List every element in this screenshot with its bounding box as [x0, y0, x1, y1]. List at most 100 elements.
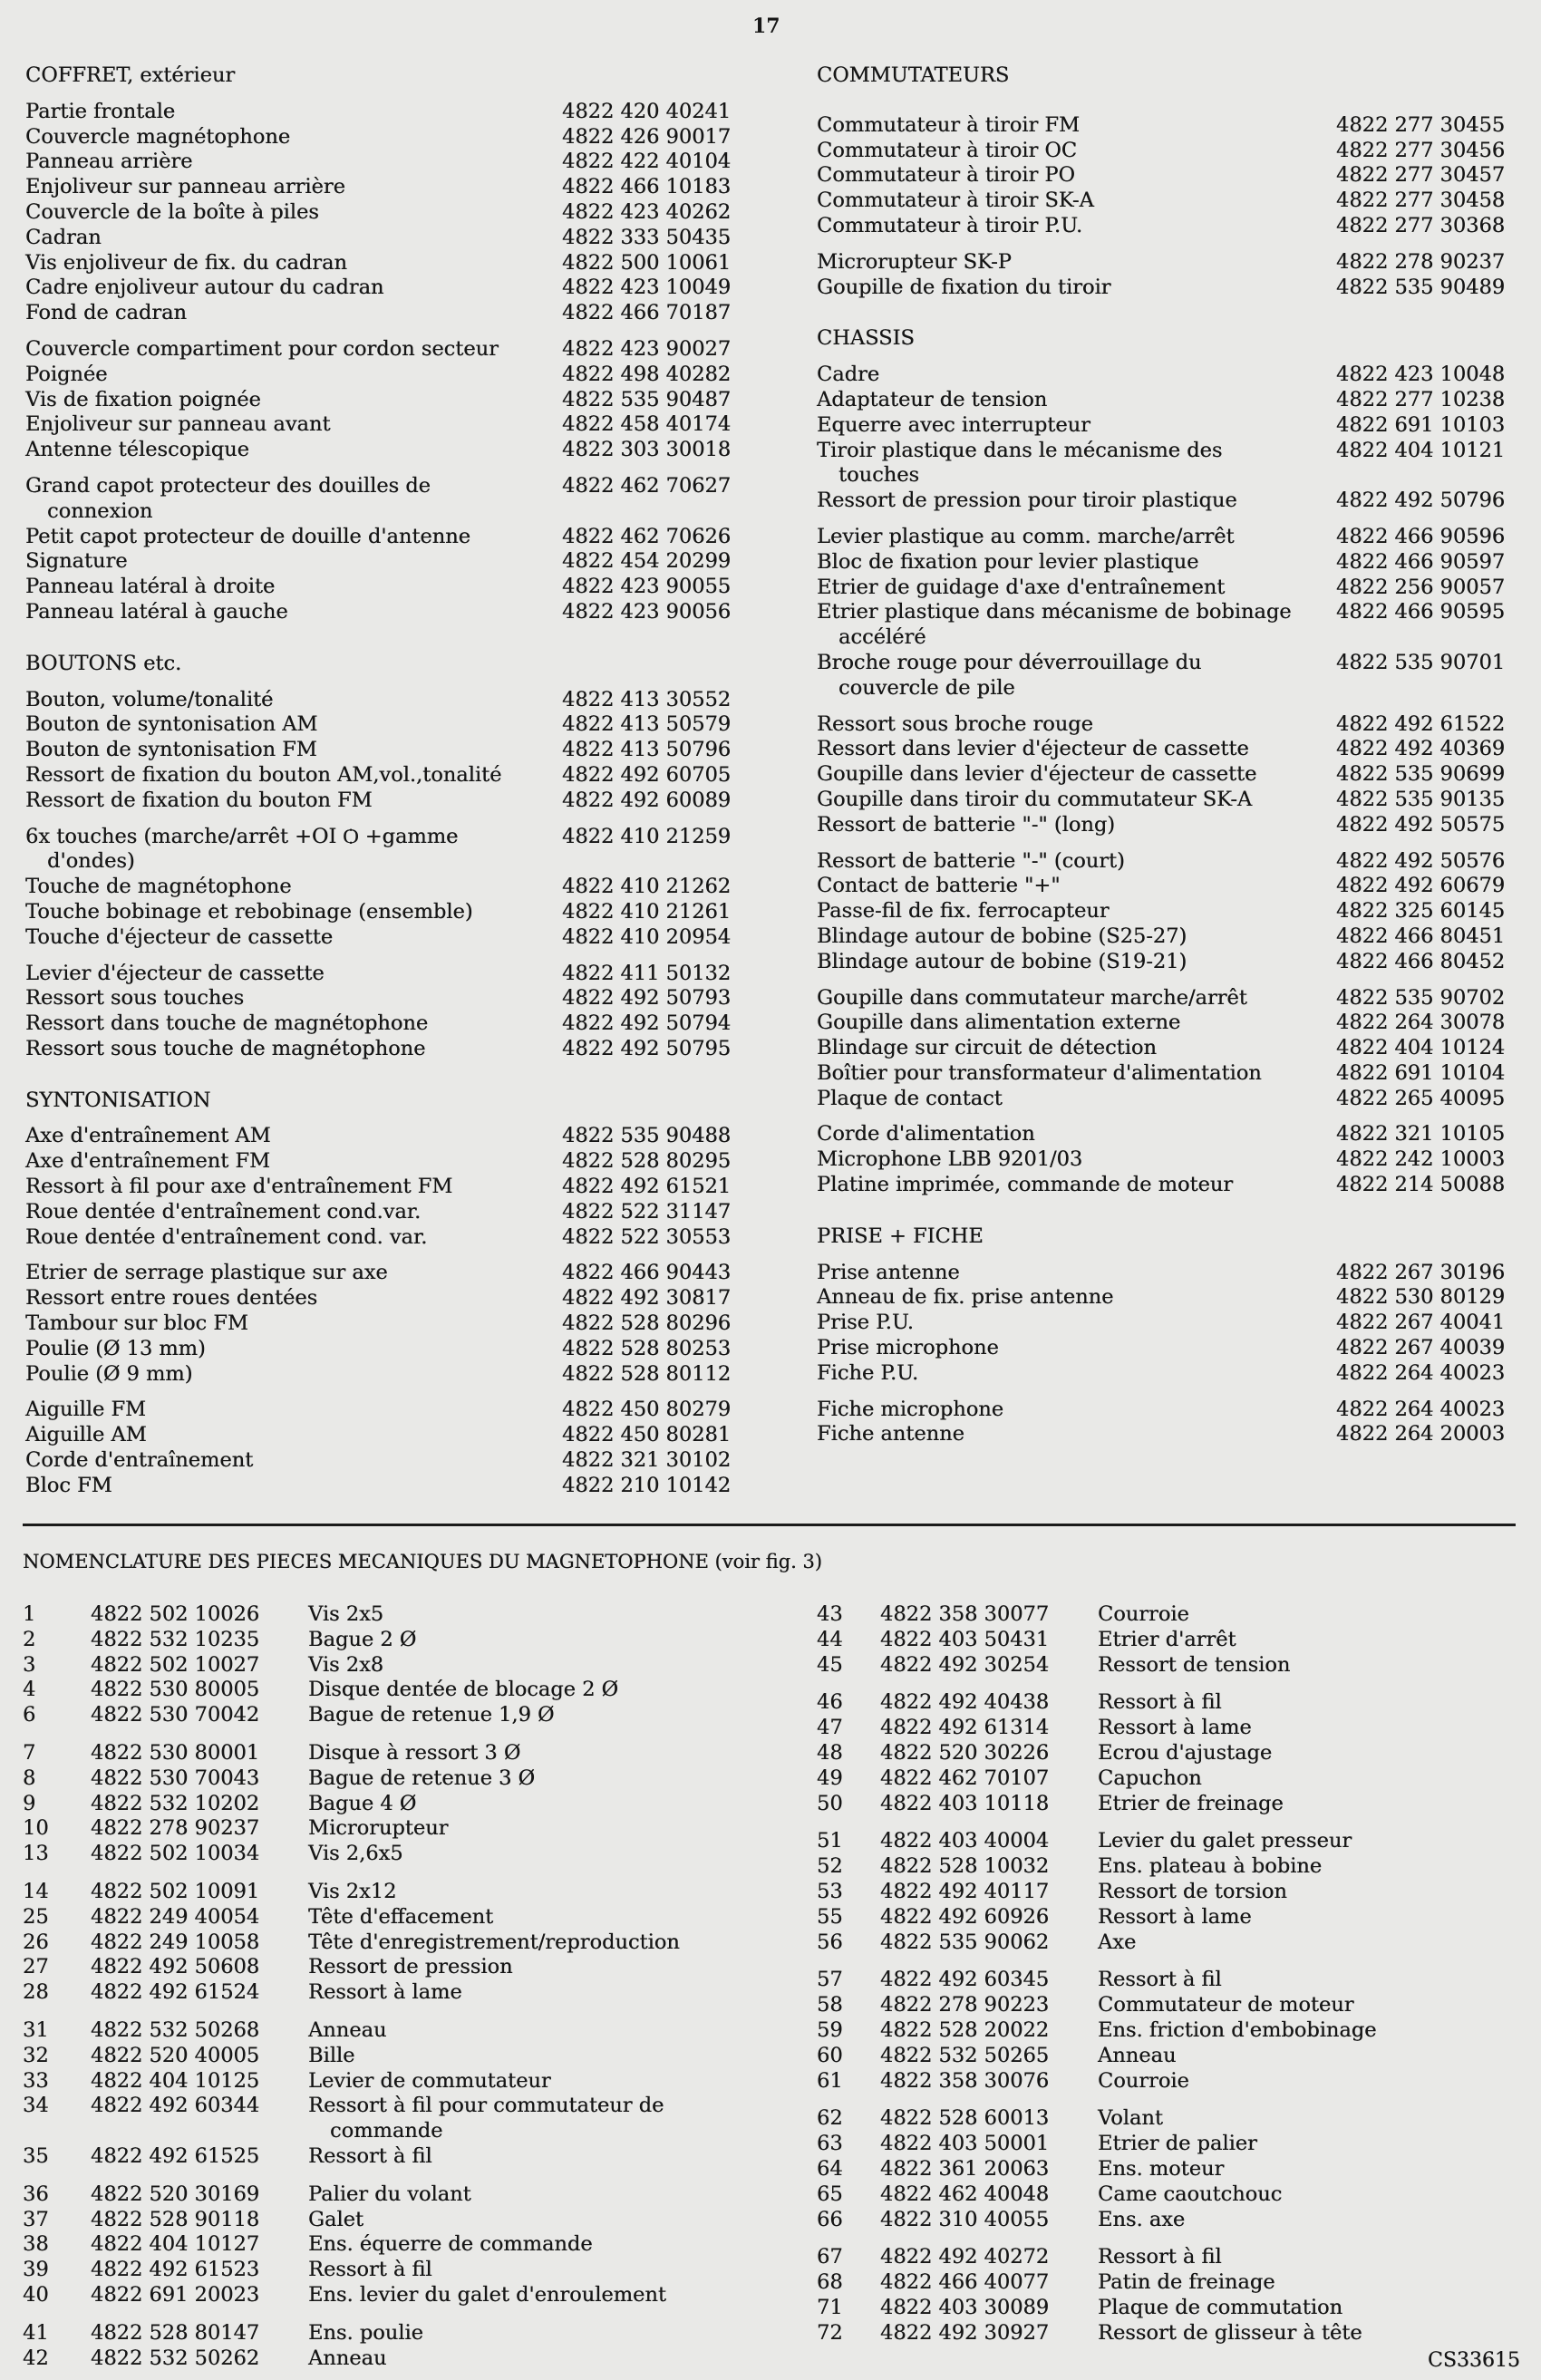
part-row: Ressort de pression pour tiroir plastiqu…	[817, 489, 1524, 514]
nomenclature-group: 57 4822 492 60345 Ressort à fil 58 4822 278 …	[817, 1968, 1515, 2094]
part-row: Axe d'entraînement AM 4822 535 90488	[25, 1124, 787, 1149]
part-description: Etrier de palier	[1098, 2132, 1257, 2156]
part-row: Antenne télescopique 4822 303 30018	[25, 438, 787, 463]
item-number: 56	[817, 1930, 843, 1954]
nomenclature-row: 44 4822 403 50431 Etrier d'arrêt	[817, 1628, 1515, 1653]
nomenclature-row: 50 4822 403 10118 Etrier de freinage	[817, 1792, 1515, 1817]
part-number: 4822 691 10103	[1336, 412, 1506, 437]
part-number: 4822 528 80296	[562, 1311, 732, 1336]
part-number: 4822 214 50088	[1336, 1173, 1506, 1197]
part-number: 4822 492 40438	[880, 1690, 1050, 1715]
part-row: Signature 4822 454 20299	[25, 549, 787, 575]
part-number: 4822 492 60926	[880, 1904, 1050, 1929]
part-number: 4822 466 10183	[562, 175, 732, 199]
item-group: Levier d'éjecteur de cassette 4822 411 50…	[25, 962, 787, 1062]
item-number: 36	[23, 2182, 49, 2206]
part-description: Levier d'éjecteur de cassette	[25, 961, 325, 985]
part-description: Touche bobinage et rebobinage (ensemble)	[25, 899, 473, 924]
parts-list-left-column: COFFRET, extérieur Partie frontale 4822 42…	[25, 63, 787, 1499]
part-description: Commutateur à tiroir P.U.	[817, 213, 1083, 237]
part-row: Enjoliveur sur panneau arrière 4822 466 1…	[25, 175, 787, 200]
part-number: 4822 530 80129	[1336, 1285, 1506, 1310]
nomenclature-row: 64 4822 361 20063 Ens. moteur	[817, 2157, 1515, 2182]
part-number: 4822 411 50132	[562, 961, 732, 985]
part-number: 4822 532 50268	[91, 2017, 260, 2042]
part-description: Disque à ressort 3 Ø	[308, 1740, 521, 1765]
item-group: Axe d'entraînement AM 4822 535 90488 Axe d…	[25, 1124, 787, 1250]
part-number: 4822 321 30102	[562, 1448, 732, 1473]
nomenclature-row: 2 4822 532 10235 Bague 2 Ø	[23, 1628, 793, 1653]
part-row: Blindage autour de bobine (S19-21) 4822 4…	[817, 950, 1524, 975]
part-number: 4822 454 20299	[562, 549, 732, 574]
part-description: Goupille dans levier d'éjecteur de casse…	[817, 762, 1257, 787]
item-number: 59	[817, 2017, 843, 2042]
part-row: Contact de batterie "+" 4822 492 60679	[817, 874, 1524, 899]
nomenclature-row: 35 4822 492 61525 Ressort à fil	[23, 2144, 793, 2170]
part-description: Ressort sous touche de magnétophone	[25, 1036, 426, 1060]
part-number: 4822 410 21259	[562, 824, 732, 848]
part-description: Blindage autour de bobine (S25-27)	[817, 924, 1187, 948]
part-number: 4822 403 50431	[880, 1627, 1050, 1651]
part-number: 4822 502 10026	[91, 1602, 260, 1626]
part-number: 4822 333 50435	[562, 225, 732, 249]
part-number: 4822 492 50575	[1336, 812, 1506, 837]
nomenclature-row: 13 4822 502 10034 Vis 2,6x5	[23, 1842, 793, 1867]
section-heading: BOUTONS etc.	[25, 651, 182, 675]
part-number: 4822 277 30457	[1336, 163, 1506, 188]
nomenclature-row: 57 4822 492 60345 Ressort à fil	[817, 1968, 1515, 1993]
part-number: 4822 404 10124	[1336, 1036, 1506, 1060]
part-number: 4822 466 80452	[1336, 949, 1506, 973]
part-row: Bloc de fixation pour levier plastique 48…	[817, 550, 1524, 576]
item-number: 9	[23, 1791, 36, 1815]
nomenclature-row: 31 4822 532 50268 Anneau	[23, 2018, 793, 2044]
part-row: Bloc FM 4822 210 10142	[25, 1474, 787, 1499]
part-row: Goupille de fixation du tiroir 4822 535 9…	[817, 276, 1524, 301]
item-number: 66	[817, 2207, 843, 2231]
part-description: Axe	[1098, 1930, 1137, 1954]
part-description: Couvercle de la boîte à piles	[25, 199, 319, 224]
part-row: Ressort de batterie "-" (court) 4822 492 …	[817, 849, 1524, 875]
item-number: 40	[23, 2282, 49, 2307]
part-number: 4822 413 50579	[562, 712, 732, 737]
part-number: 4822 502 10034	[91, 1842, 260, 1866]
part-number: 4822 264 40023	[1336, 1397, 1506, 1421]
part-number: 4822 403 50001	[880, 2132, 1050, 2156]
part-description: Ens. levier du galet d'enroulement	[308, 2282, 666, 2307]
item-group: Ressort de batterie "-" (court) 4822 492 …	[817, 849, 1524, 975]
part-number: 4822 422 40104	[562, 150, 732, 174]
part-row: Panneau arrière 4822 422 40104	[25, 150, 787, 175]
part-number: 4822 535 90701	[1336, 650, 1506, 674]
part-description: Poulie (Ø 13 mm)	[25, 1336, 206, 1360]
item-number: 25	[23, 1904, 49, 1929]
item-number: 62	[817, 2106, 843, 2131]
part-number: 4822 492 40369	[1336, 737, 1506, 761]
nomenclature-row: 63 4822 403 50001 Etrier de palier	[817, 2132, 1515, 2157]
nomenclature-row: 3 4822 502 10027 Vis 2x8	[23, 1653, 793, 1679]
nomenclature-row: 59 4822 528 20022 Ens. friction d'embobina…	[817, 2018, 1515, 2044]
part-description: Ressort à fil pour commutateur de comman…	[308, 2094, 664, 2143]
part-number: 4822 278 90237	[91, 1816, 260, 1841]
part-row: Levier plastique au comm. marche/arrêt 48…	[817, 525, 1524, 550]
part-description: Bouton de syntonisation FM	[25, 738, 317, 762]
part-number: 4822 500 10061	[562, 250, 732, 275]
part-description: Roue dentée d'entraînement cond. var.	[25, 1224, 428, 1249]
part-number: 4822 303 30018	[562, 438, 732, 462]
part-description: Ens. poulie	[308, 2320, 423, 2345]
part-number: 4822 466 40077	[880, 2270, 1050, 2295]
part-description: Commutateur à tiroir PO	[817, 163, 1075, 188]
part-number: 4822 528 80295	[562, 1149, 732, 1174]
part-description: Ens. axe	[1098, 2207, 1186, 2231]
nomenclature-row: 1 4822 502 10026 Vis 2x5	[23, 1602, 793, 1628]
nomenclature-group: 14 4822 502 10091 Vis 2x12 25 4822 249 40054…	[23, 1880, 793, 2006]
nomenclature-group: 67 4822 492 40272 Ressort à fil 68 4822 466 …	[817, 2245, 1515, 2346]
part-number: 4822 530 70043	[91, 1766, 260, 1790]
part-description: Ressort sous touches	[25, 986, 245, 1011]
item-number: 45	[817, 1652, 843, 1677]
item-number: 26	[23, 1930, 49, 1954]
section-heading: COMMUTATEURS	[817, 63, 1010, 87]
part-row: Touche de magnétophone 4822 410 21262	[25, 875, 787, 900]
nomenclature-row: 67 4822 492 40272 Ressort à fil	[817, 2245, 1515, 2270]
part-description: Bague de retenue 3 Ø	[308, 1766, 535, 1790]
part-number: 4822 492 60344	[91, 2094, 260, 2118]
nomenclature-row: 4 4822 530 80005 Disque dentée de blocage …	[23, 1678, 793, 1703]
